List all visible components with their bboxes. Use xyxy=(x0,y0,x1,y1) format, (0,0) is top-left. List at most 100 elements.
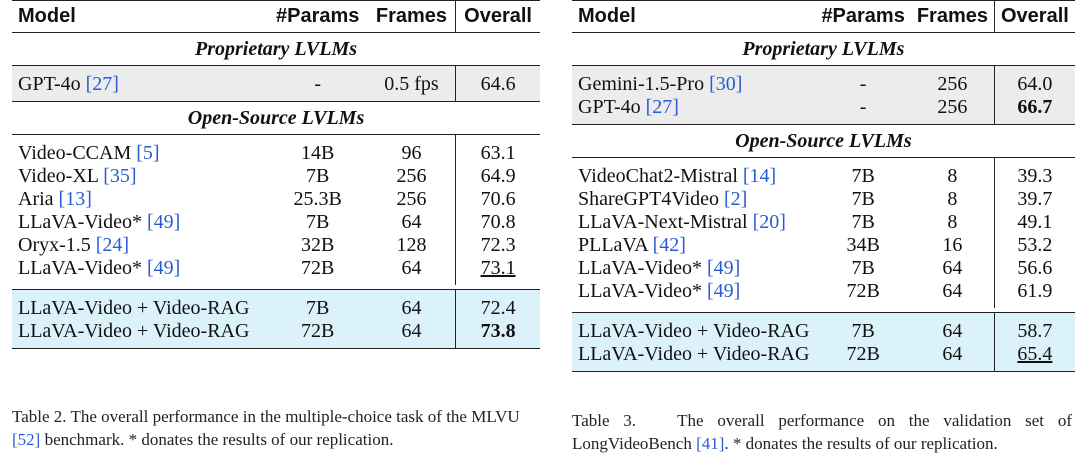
overall-cell: 56.6 xyxy=(993,257,1075,280)
table-row: LLaVA-Video* [49] 7B 64 70.8 xyxy=(12,211,540,234)
model-citation[interactable]: [49] xyxy=(146,211,181,233)
overall-cell: 72.4 xyxy=(455,289,540,320)
model-citation[interactable]: [49] xyxy=(706,257,741,279)
frames-cell: 64 xyxy=(910,343,995,372)
overall-cell: 66.7 xyxy=(993,96,1075,125)
overall-cell: 73.1 xyxy=(455,257,540,285)
table-row: PLLaVA [42] 34B 16 53.2 xyxy=(572,234,1075,257)
section-header-row: Open-Source LVLMs xyxy=(12,101,540,135)
table-row: Video-XL [35] 7B 256 64.9 xyxy=(12,165,540,188)
model-name: VideoChat2-Mistral xyxy=(578,165,738,187)
params-cell: 72B xyxy=(301,257,335,279)
model-citation[interactable]: [20] xyxy=(752,211,786,233)
table-body: Model #Params Frames Overall Proprietary LVL… xyxy=(572,0,1075,372)
overall-cell: 64.0 xyxy=(993,65,1075,96)
model-cell: LLaVA-Video + Video-RAG xyxy=(12,320,268,349)
table-row: LLaVA-Video* [49] 72B 64 73.1 xyxy=(12,257,540,285)
params-cell: 25.3B xyxy=(293,188,342,210)
section-label: Open-Source LVLMs xyxy=(572,124,1075,158)
column-header-model: Model xyxy=(578,5,636,27)
model-citation[interactable]: [14] xyxy=(742,165,777,187)
frames-cell: 256 xyxy=(396,188,427,210)
results-table-mlvu: Model #Params Frames Overall Proprietary LVL… xyxy=(12,0,540,349)
model-name: LLaVA-Next-Mistral xyxy=(578,211,748,233)
frames-cell: 64 xyxy=(367,289,456,320)
model-cell: LLaVA-Video + Video-RAG xyxy=(12,289,268,320)
caption-text: . * donates the results of our replicati… xyxy=(724,434,998,453)
table-row: GPT-4o [27] -0.5 fps 64.6 xyxy=(12,65,540,102)
model-citation[interactable]: [42] xyxy=(652,234,686,256)
params-cell: 7B xyxy=(851,165,875,187)
model-cell: Video-CCAM [5] xyxy=(12,135,268,166)
overall-cell: 65.4 xyxy=(993,343,1075,372)
frames-cell: 64 xyxy=(942,280,963,302)
model-cell: LLaVA-Video + Video-RAG xyxy=(572,312,816,343)
column-header-params: #Params xyxy=(821,5,905,27)
caption-citation[interactable]: [41] xyxy=(696,434,725,453)
model-name: LLaVA-Video* xyxy=(578,280,702,302)
table-body: Model #Params Frames Overall Proprietary LVL… xyxy=(12,0,540,349)
table-2-caption: Table 2. The overall performance in the … xyxy=(12,405,542,451)
model-cell: Aria [13] xyxy=(12,188,268,211)
table-row: LLaVA-Video + Video-RAG 72B 64 73.8 xyxy=(12,320,540,349)
overall-cell: 73.8 xyxy=(455,320,540,349)
model-citation[interactable]: [27] xyxy=(645,96,679,118)
frames-cell: 64 xyxy=(401,257,422,279)
model-name: LLaVA-Video* xyxy=(18,257,142,279)
overall-cell: 64.9 xyxy=(455,165,540,188)
model-citation[interactable]: [30] xyxy=(709,73,743,95)
table-row: LLaVA-Next-Mistral [20] 7B 8 49.1 xyxy=(572,211,1075,234)
caption-citation[interactable]: [52] xyxy=(12,430,41,449)
params-cell: 7B xyxy=(306,165,330,187)
frames-cell: 256 xyxy=(910,96,995,125)
model-name: GPT-4o xyxy=(18,73,81,95)
model-cell: LLaVA-Video* [49] xyxy=(572,257,815,280)
frames-cell: 96 xyxy=(401,142,422,164)
model-citation[interactable]: [2] xyxy=(724,188,748,210)
frames-cell: 64 xyxy=(401,211,422,233)
model-citation[interactable]: [5] xyxy=(136,142,160,164)
section-header-row: Proprietary LVLMs xyxy=(572,32,1075,66)
overall-cell: 64.6 xyxy=(455,65,540,102)
model-cell: Video-XL [35] xyxy=(12,165,268,188)
model-citation[interactable]: [24] xyxy=(95,234,130,256)
model-name: LLaVA-Video* xyxy=(18,211,142,233)
model-name: LLaVA-Video + Video-RAG xyxy=(18,320,250,342)
model-name: LLaVA-Video* xyxy=(578,257,702,279)
model-citation[interactable]: [49] xyxy=(146,257,181,279)
params-cell: - xyxy=(815,96,911,125)
section-label: Open-Source LVLMs xyxy=(12,101,540,135)
model-name: Aria xyxy=(18,188,54,210)
frames-cell: 8 xyxy=(947,188,958,210)
model-name: Gemini-1.5-Pro xyxy=(578,73,705,95)
caption-text: Table 3. The overall performance on the … xyxy=(572,411,1077,453)
table-2: Model #Params Frames Overall Proprietary LVL… xyxy=(12,0,540,349)
table-row: GPT-4o [27] -256 66.7 xyxy=(572,96,1075,125)
table-row: Oryx-1.5 [24] 32B 128 72.3 xyxy=(12,234,540,257)
frames-cell: 0.5 fps xyxy=(367,65,456,102)
model-cell: GPT-4o [27] xyxy=(12,65,268,102)
table-row: LLaVA-Video + Video-RAG 7B 64 58.7 xyxy=(572,312,1075,343)
params-cell: 7B xyxy=(267,289,368,320)
params-cell: 14B xyxy=(301,142,335,164)
section-header-row: Open-Source LVLMs xyxy=(572,124,1075,158)
overall-cell: 61.9 xyxy=(993,280,1075,308)
model-citation[interactable]: [27] xyxy=(85,73,119,95)
params-cell: 7B xyxy=(851,188,875,210)
model-citation[interactable]: [49] xyxy=(706,280,741,302)
model-name: LLaVA-Video + Video-RAG xyxy=(18,297,250,319)
model-citation[interactable]: [13] xyxy=(58,188,92,210)
table-row: VideoChat2-Mistral [14] 7B 8 39.3 xyxy=(572,157,1075,188)
params-cell: 72B xyxy=(846,280,880,302)
column-header-overall: Overall xyxy=(993,0,1075,33)
frames-cell: 128 xyxy=(396,234,427,256)
params-cell: 72B xyxy=(267,320,368,349)
table-3: Model #Params Frames Overall Proprietary LVL… xyxy=(572,0,1075,372)
overall-cell: 49.1 xyxy=(993,211,1075,234)
column-header-params: #Params xyxy=(275,5,360,27)
model-citation[interactable]: [35] xyxy=(103,165,137,187)
params-cell: 72B xyxy=(815,343,911,372)
table-row: LLaVA-Video + Video-RAG 7B 64 72.4 xyxy=(12,289,540,320)
results-table-longvideobench: Model #Params Frames Overall Proprietary LVL… xyxy=(572,0,1075,372)
overall-cell: 63.1 xyxy=(455,134,540,165)
